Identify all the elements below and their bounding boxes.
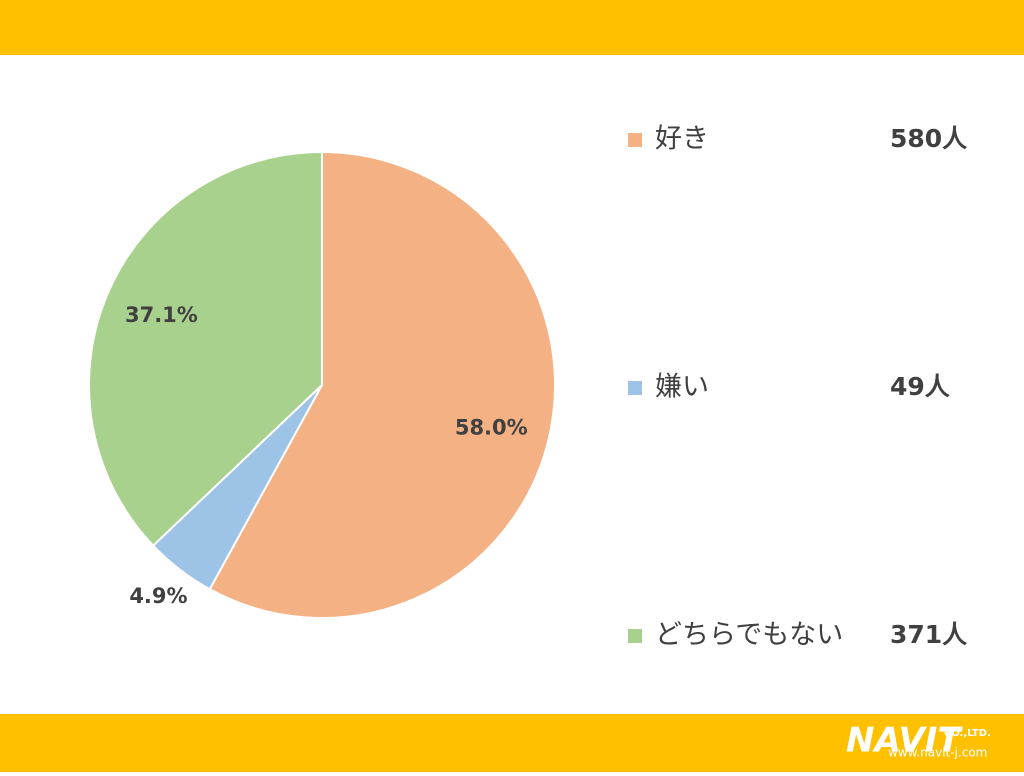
data-label: 4.9% (129, 584, 187, 608)
legend-swatch (628, 629, 642, 643)
pie-slice (208, 150, 556, 619)
company: CO.,LTD. (944, 728, 991, 739)
data-label: 37.1% (125, 303, 198, 327)
count-label: 49人 (890, 372, 950, 401)
legend-label: 好き (655, 124, 709, 155)
top-bar (0, 0, 1024, 55)
legend-swatch (628, 133, 642, 147)
count-label: 580人 (890, 124, 967, 153)
legend-label: 嫌い (655, 372, 709, 403)
pie-slice (88, 150, 323, 547)
url: www.navit-j.com (888, 746, 987, 760)
legend-swatch (628, 381, 642, 395)
legend-label: どちらでもない (655, 620, 843, 651)
data-label: 58.0% (455, 415, 528, 439)
bottom-bar (0, 714, 1024, 772)
logo: NAVIT (846, 721, 963, 761)
count-label: 371人 (890, 620, 967, 649)
